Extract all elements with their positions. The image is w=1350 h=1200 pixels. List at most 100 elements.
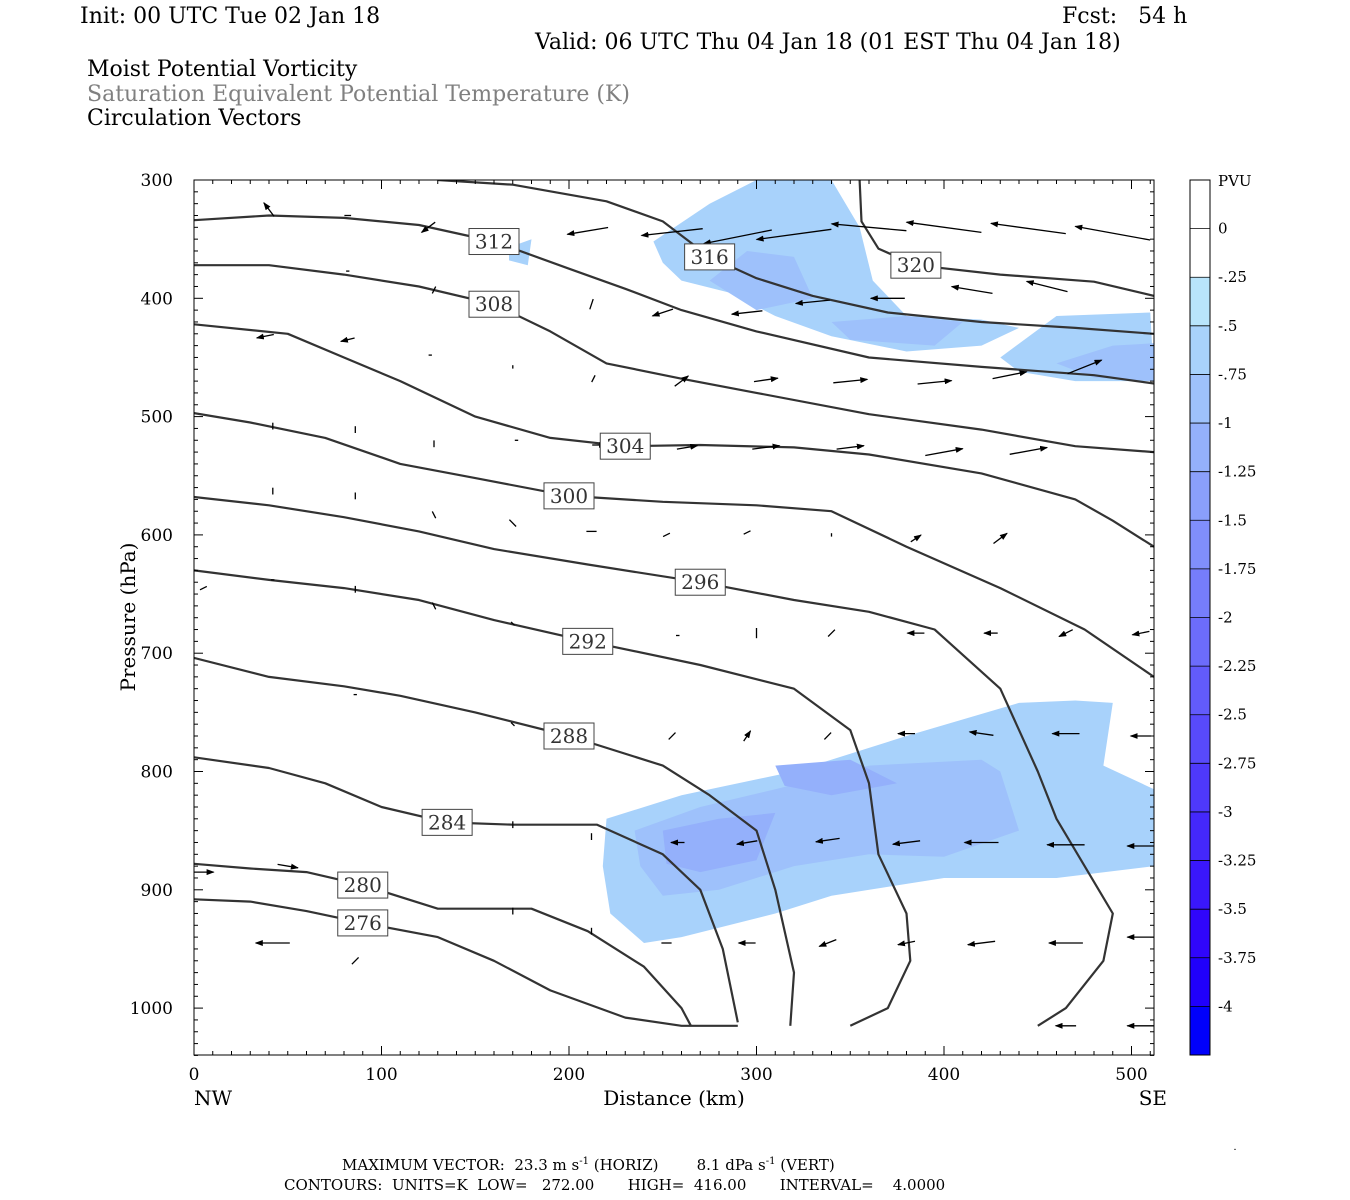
circulation-vector <box>990 221 1066 235</box>
field-title-pv: Moist Potential Vorticity <box>87 57 358 82</box>
y-tick-label: 1000 <box>130 999 173 1019</box>
circulation-vector <box>752 443 781 450</box>
max-vector-note: MAXIMUM VECTOR: 23.3 m s-1 (HORIZ) 8.1 d… <box>342 1156 835 1174</box>
svg-text:296: 296 <box>681 570 719 594</box>
circulation-vector <box>1058 629 1073 638</box>
colorbar-swatch <box>1190 325 1210 375</box>
theta-es-contours <box>194 180 1154 1027</box>
circulation-vector <box>993 532 1008 545</box>
colorbar-title: PVU <box>1218 172 1252 190</box>
circulation-vector <box>676 443 699 450</box>
circulation-vector <box>830 221 907 232</box>
contour-label-300: 300 <box>543 482 595 510</box>
svg-text:308: 308 <box>475 292 513 316</box>
contour-288 <box>194 656 796 1026</box>
contour-info-note: CONTOURS: UNITS=K LOW= 272.00 HIGH= 416.… <box>284 1176 946 1194</box>
circulation-vector <box>917 378 953 385</box>
contour-label-320: 320 <box>890 251 942 279</box>
circulation-vector <box>1067 359 1103 375</box>
circulation-vector <box>431 286 437 294</box>
svg-text:304: 304 <box>606 434 644 458</box>
circulation-vector <box>735 840 758 847</box>
colorbar-swatch <box>1190 909 1210 959</box>
circulation-vector <box>263 202 275 217</box>
colorbar-label: -3 <box>1218 803 1233 821</box>
circulation-vector <box>730 310 763 317</box>
contour-label-280: 280 <box>337 871 389 899</box>
pv-shading <box>509 180 1154 943</box>
y-tick-label: 400 <box>141 289 173 309</box>
circulation-vector <box>199 585 208 591</box>
circulation-vector <box>891 840 921 847</box>
contour-label-308: 308 <box>468 290 520 318</box>
circulation-vector <box>420 221 436 233</box>
circulation-vector <box>950 284 993 295</box>
circulation-vector <box>255 333 274 340</box>
contour-labels: 276 280 284 288 292 296 300 304 308 312 316 320 <box>337 228 942 937</box>
contour-312 <box>194 214 1154 385</box>
colorbar-label: -.75 <box>1218 365 1247 383</box>
colorbar-swatch <box>1190 568 1210 618</box>
y-tick-label: 800 <box>141 763 173 783</box>
svg-text:300: 300 <box>550 484 588 508</box>
circulation-vector <box>966 940 996 947</box>
colorbar-swatch <box>1190 957 1210 1007</box>
contour-300 <box>194 412 1154 678</box>
colorbar-swatch <box>1190 180 1210 230</box>
contour-292 <box>194 569 912 1027</box>
circulation-vector <box>431 602 437 610</box>
circulation-vector <box>814 837 840 844</box>
circulation-vector <box>640 228 703 238</box>
colorbar-swatch <box>1190 617 1210 667</box>
x-end-label-left: NW <box>194 1086 233 1110</box>
colorbar-label: 0 <box>1218 220 1228 238</box>
colorbar-swatch <box>1190 666 1210 716</box>
circulation-vector <box>823 732 832 740</box>
colorbar-label: -1.25 <box>1218 463 1256 481</box>
svg-text:280: 280 <box>344 873 382 897</box>
x-tick-label: 300 <box>740 1065 772 1085</box>
colorbar-swatch <box>1190 471 1210 521</box>
contour-label-292: 292 <box>562 627 614 655</box>
circulation-vector <box>818 938 837 948</box>
circulation-vector <box>794 299 830 306</box>
pv-colorbar: PVU 0 -.25 -.5 -.75 -1 -1.25 -1.5 -1.75 -2 -2.25 -2… <box>1189 172 1256 1056</box>
contour-label-276: 276 <box>337 909 389 937</box>
x-axis-title: Distance (km) <box>603 1086 745 1110</box>
circulation-vector <box>351 956 360 965</box>
colorbar-swatch <box>1190 763 1210 813</box>
colorbar-swatch <box>1190 520 1210 570</box>
circulation-vector <box>905 220 982 234</box>
colorbar-swatch <box>1190 374 1210 424</box>
y-axis-title: Pressure (hPa) <box>116 543 140 692</box>
circulation-vector <box>668 732 676 740</box>
pv-region-4 <box>831 316 963 346</box>
circulation-vector <box>910 534 922 543</box>
circulation-vector <box>1025 280 1068 293</box>
circulation-vector <box>510 722 515 727</box>
circulation-vector <box>702 229 772 246</box>
colorbar-swatch <box>1190 860 1210 910</box>
circulation-vector <box>674 375 690 387</box>
contour-308 <box>194 264 1154 454</box>
svg-text:292: 292 <box>569 629 607 653</box>
colorbar-label: -3.5 <box>1218 900 1247 918</box>
colorbar-label: -.5 <box>1218 317 1237 335</box>
circulation-vector <box>591 375 596 383</box>
colorbar-swatch <box>1190 1006 1210 1056</box>
contour-304 <box>194 323 1154 548</box>
pv-region-8 <box>662 812 776 873</box>
svg-text:316: 316 <box>691 245 729 269</box>
circulation-vector <box>833 377 869 384</box>
circulation-vector <box>510 621 515 626</box>
colorbar-label: -2.5 <box>1218 706 1247 724</box>
contour-280 <box>194 862 692 1027</box>
svg-text:284: 284 <box>428 810 466 834</box>
field-title-vectors: Circulation Vectors <box>87 106 302 131</box>
x-tick-label: 200 <box>553 1065 585 1085</box>
svg-text:288: 288 <box>550 724 588 748</box>
circulation-vector <box>1074 224 1151 241</box>
circulation-vector <box>743 530 751 535</box>
circulation-vector <box>508 519 517 527</box>
colorbar-swatch <box>1190 714 1210 764</box>
